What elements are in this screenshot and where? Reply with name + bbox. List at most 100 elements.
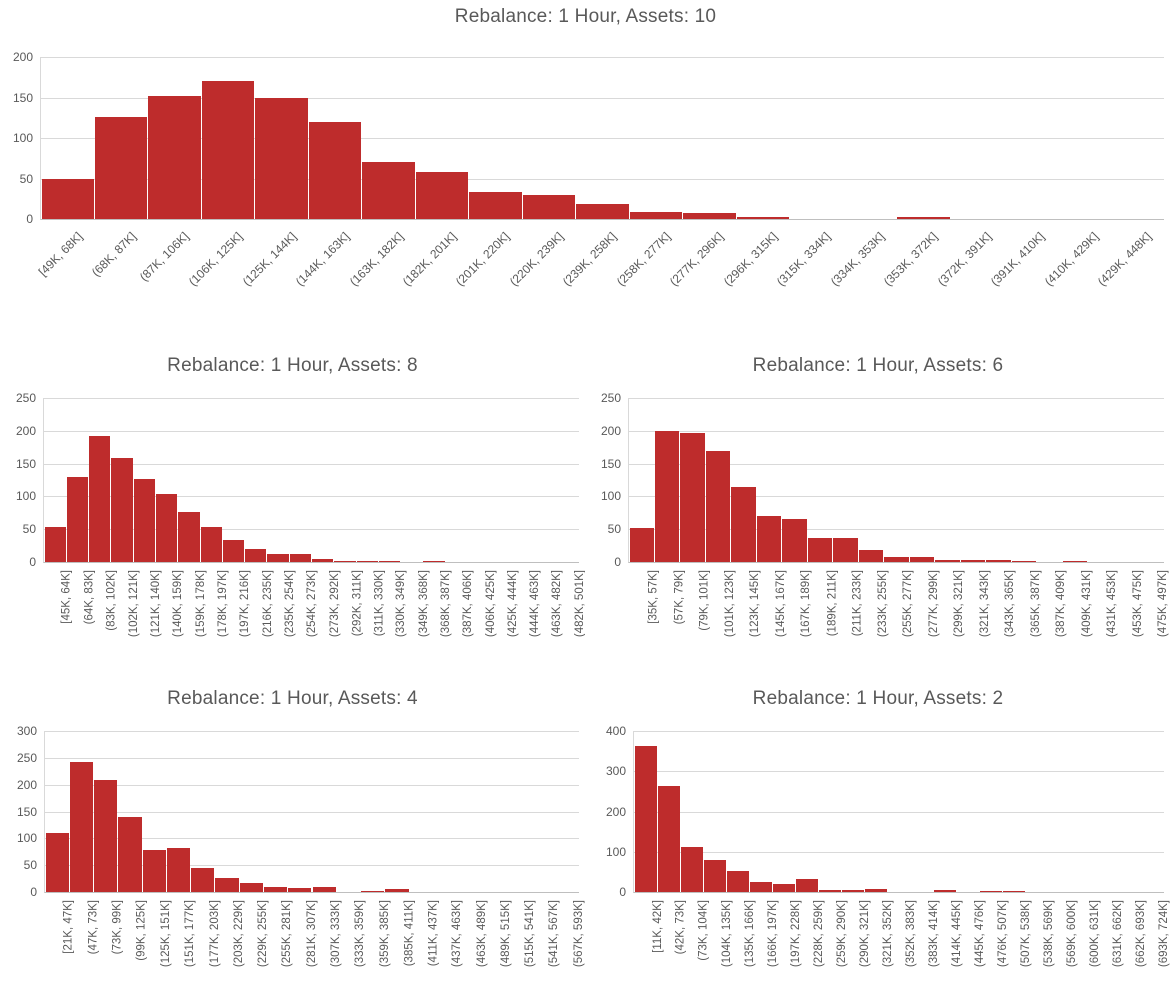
- histogram-bar: [1011, 560, 1037, 562]
- x-axis-label-cell: (281K, 307K]: [287, 897, 318, 1005]
- x-axis-label-cell: (349K, 368K]: [400, 567, 430, 675]
- histogram-bar: [308, 121, 362, 219]
- x-axis-label-cell: (333K, 359K]: [335, 897, 366, 1005]
- x-axis-label-cell: (385K, 411K]: [384, 897, 415, 1005]
- gridline: [44, 529, 579, 531]
- histogram-bar: [629, 527, 654, 562]
- x-axis-label-cell: (414K, 445K]: [933, 897, 963, 1005]
- y-axis-tick-label: 150: [600, 456, 621, 471]
- histogram-bar: [45, 833, 69, 892]
- x-axis-label-cell: [21K, 47K]: [44, 897, 75, 1005]
- histogram-bar: [356, 560, 378, 562]
- histogram-bar: [935, 560, 960, 562]
- histogram-bar: [629, 211, 683, 219]
- y-axis-tick-label: 0: [26, 212, 33, 226]
- y-axis-tick-label: 0: [619, 885, 626, 899]
- y-axis-tick-label: 250: [15, 391, 36, 405]
- gridline: [44, 398, 579, 399]
- histogram-bar: [683, 212, 736, 219]
- x-axis-label-cell: (662K, 693K]: [1117, 897, 1147, 1005]
- gridline: [634, 731, 1164, 732]
- histogram-bar: [807, 538, 833, 562]
- x-axis-label-cell: (140K, 159K]: [154, 567, 185, 675]
- x-axis-label-cell: (79K, 101K]: [679, 567, 711, 675]
- x-axis-label-cell: [45K, 64K]: [43, 567, 73, 675]
- x-axis-label-cell: (409K, 431K]: [1061, 567, 1093, 675]
- histogram-bar: [148, 95, 201, 219]
- x-axis-label-cell: (197K, 228K]: [771, 897, 802, 1005]
- x-axis-label-cell: (387K, 409K]: [1036, 567, 1067, 675]
- histogram-bar: [980, 890, 1003, 892]
- histogram-assets-10: Rebalance: 1 Hour, Assets: 10 0 50 100 150 2…: [0, 0, 1171, 335]
- histogram-bar: [772, 883, 795, 892]
- y-axis-tick-label: 200: [600, 423, 621, 438]
- x-axis-tick-label: (87K, 106K]: [137, 229, 192, 285]
- histogram-bar: [200, 527, 222, 562]
- x-axis-label-cell: (125K, 151K]: [141, 897, 172, 1005]
- x-axis-label-cell: (197K, 216K]: [221, 567, 251, 675]
- histogram-bar: [245, 548, 267, 562]
- histogram-bar: [576, 203, 629, 219]
- histogram-bar: [1003, 890, 1026, 892]
- y-axis-tick-label: 100: [605, 844, 626, 859]
- histogram-bar: [94, 780, 118, 892]
- x-axis-label-cell: (368K, 387K]: [422, 567, 452, 675]
- histogram-assets-2: Rebalance: 1 Hour, Assets: 2 0 100 200 300 4…: [585, 680, 1171, 1006]
- x-axis-label-cell: (383K, 414K]: [910, 897, 940, 1005]
- y-axis-tick-label: 200: [12, 50, 33, 64]
- x-axis-label-cell: (541K, 567K]: [529, 897, 561, 1005]
- gridline: [45, 838, 579, 840]
- x-axis-label-cell: (167K, 189K]: [781, 567, 813, 675]
- x-axis-label-cell: (211K, 233K]: [832, 567, 864, 675]
- x-axis-label-cell: (159K, 178K]: [177, 567, 207, 675]
- histogram-assets-6: Rebalance: 1 Hour, Assets: 6 0 50 100 150 20…: [585, 345, 1171, 675]
- y-axis-tick-label: 50: [23, 858, 37, 873]
- x-axis-label-cell: (277K, 299K]: [908, 567, 940, 675]
- gridline: [44, 463, 579, 465]
- x-axis-label-cell: (507K, 538K]: [1002, 897, 1032, 1005]
- x-axis-label-cell: (321K, 343K]: [959, 567, 991, 675]
- histogram-bar: [142, 849, 166, 892]
- y-axis-tick-label: 50: [607, 522, 621, 537]
- x-axis-label-cell: (425K, 444K]: [489, 567, 519, 675]
- histogram-bar: [263, 887, 288, 892]
- x-axis-label-cell: (254K, 273K]: [288, 567, 318, 675]
- gridline: [41, 57, 1164, 58]
- histogram-bar: [178, 511, 200, 562]
- histogram-bar: [201, 80, 255, 219]
- x-axis-label-cell: (330K, 349K]: [377, 567, 408, 675]
- x-axis-label-cell: (73K, 99K]: [93, 897, 124, 1005]
- histogram-bar: [986, 560, 1011, 562]
- y-axis-tick-label: 200: [605, 804, 626, 819]
- gridline: [45, 784, 579, 786]
- gridline: [44, 430, 579, 432]
- x-axis-label-cell: (569K, 600K]: [1048, 897, 1078, 1005]
- x-axis-label-cell: (476K, 507K]: [979, 897, 1009, 1005]
- histogram-bar: [680, 432, 705, 562]
- histogram-bar: [133, 479, 155, 562]
- x-axis-tick-label: (68K, 87K]: [88, 229, 139, 280]
- histogram-bar: [111, 457, 133, 562]
- gridline: [629, 398, 1164, 399]
- histogram-bar: [94, 116, 148, 219]
- histogram-bar: [222, 539, 245, 562]
- gridline: [629, 430, 1164, 432]
- histogram-bar: [934, 889, 957, 892]
- x-axis-label-cell: (437K, 463K]: [432, 897, 464, 1005]
- x-axis-label-cell: (307K, 333K]: [311, 897, 342, 1005]
- histogram-bar: [118, 816, 142, 892]
- x-axis-label-cell: (177K, 203K]: [190, 897, 221, 1005]
- histogram-bar: [66, 477, 89, 562]
- histogram-bar: [703, 859, 726, 892]
- histogram-assets-8: Rebalance: 1 Hour, Assets: 8 0 50 100 150 20…: [0, 345, 586, 675]
- histogram-bar: [749, 881, 772, 892]
- histogram-bar: [469, 191, 522, 219]
- x-axis-label-cell: (311K, 330K]: [355, 567, 385, 675]
- y-axis-tick-label: 300: [16, 724, 37, 738]
- histogram-bar: [385, 888, 409, 892]
- x-axis-label-cell: (151K, 177K]: [165, 897, 197, 1005]
- histogram-bar: [634, 745, 657, 892]
- x-axis-label-cell: (99K, 125K]: [117, 897, 148, 1005]
- x-axis-label-cell: (68K, 87K]: [88, 225, 146, 333]
- histogram-bar: [960, 560, 986, 562]
